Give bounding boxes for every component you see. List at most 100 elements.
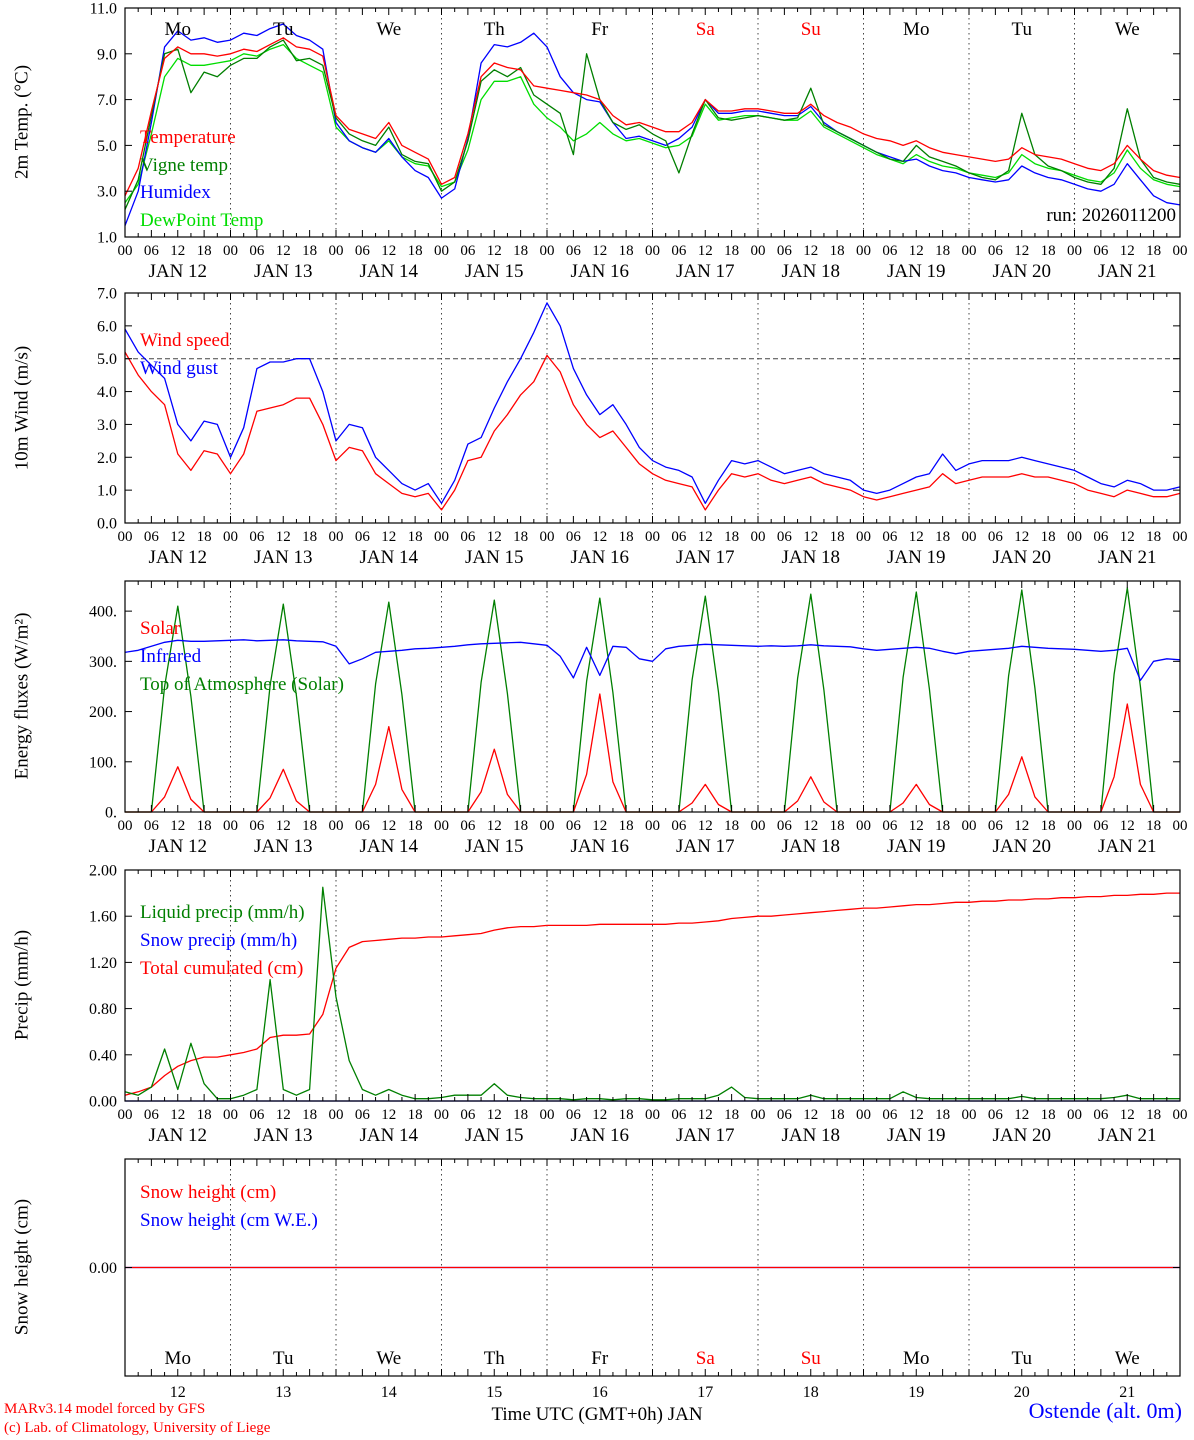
x-tick-label: 00: [329, 818, 344, 834]
y-tick-label: 7.0: [97, 92, 117, 109]
x-tick-label: 06: [988, 818, 1004, 834]
x-tick-label: 00: [540, 529, 555, 545]
x-tick-label: 18: [197, 818, 212, 834]
x-tick-label: 18: [513, 529, 528, 545]
legend-snow-precip: Snow precip (mm/h): [140, 930, 298, 951]
x-tick-label: 06: [566, 243, 582, 259]
x-tick-label: 06: [144, 529, 160, 545]
y-tick-label: 9.0: [97, 46, 117, 63]
x-tick-label: 06: [777, 1107, 793, 1123]
x-tick-label: 12: [592, 529, 607, 545]
x-tick-label: 06: [1093, 243, 1109, 259]
day-label: JAN 15: [465, 547, 524, 568]
series-wind-gust: [124, 302, 1181, 504]
x-tick-label: 00: [1067, 243, 1082, 259]
day-number-label: 21: [1119, 1384, 1135, 1401]
x-tick-label: 06: [777, 818, 793, 834]
legend-temperature: Temperature: [140, 127, 236, 148]
x-tick-label: 18: [1146, 1107, 1161, 1123]
x-tick-label: 06: [355, 243, 371, 259]
x-tick-label: 00: [1173, 243, 1188, 259]
x-tick-label: 12: [698, 529, 713, 545]
x-tick-label: 18: [408, 243, 423, 259]
x-tick-label: 00: [1067, 529, 1082, 545]
x-tick-label: 00: [645, 818, 660, 834]
y-tick-label: 0.0: [97, 516, 117, 533]
day-label: JAN 18: [781, 547, 840, 568]
x-tick-label: 06: [460, 818, 476, 834]
x-tick-label: 12: [276, 529, 291, 545]
weekday-label-top: Tu: [1012, 19, 1033, 40]
x-tick-label: 00: [645, 529, 660, 545]
day-label: JAN 18: [781, 261, 840, 282]
x-tick-label: 06: [460, 243, 476, 259]
x-tick-label: 06: [882, 1107, 898, 1123]
x-tick-label: 18: [619, 529, 634, 545]
x-tick-label: 00: [962, 1107, 977, 1123]
series-humidex: [124, 23, 1181, 226]
x-tick-label: 12: [1120, 529, 1135, 545]
x-tick-label: 06: [777, 529, 793, 545]
day-label: JAN 15: [465, 1125, 524, 1146]
x-tick-label: 18: [513, 818, 528, 834]
legend-dewpoint-temp: DewPoint Temp: [140, 210, 264, 231]
day-label: JAN 13: [254, 547, 313, 568]
x-tick-label: 18: [408, 818, 423, 834]
legend-wind-speed: Wind speed: [140, 330, 230, 351]
x-tick-label: 12: [803, 818, 818, 834]
day-number-label: 16: [592, 1384, 608, 1401]
x-tick-label: 00: [223, 529, 238, 545]
x-tick-label: 12: [170, 1107, 185, 1123]
x-tick-label: 06: [777, 243, 793, 259]
day-label: JAN 19: [887, 1125, 946, 1146]
legend-infrared: Infrared: [140, 646, 202, 667]
weekday-label-top: Tu: [273, 19, 294, 40]
x-tick-label: 06: [988, 1107, 1004, 1123]
y-axis-title-energy: Energy fluxes (W/m²): [11, 612, 33, 780]
x-tick-label: 12: [698, 818, 713, 834]
day-number-label: 18: [803, 1384, 819, 1401]
legend-snow-height: Snow height (cm): [140, 1182, 277, 1203]
x-tick-label: 06: [460, 529, 476, 545]
x-tick-label: 18: [830, 243, 845, 259]
x-tick-label: 06: [566, 529, 582, 545]
weekday-label-top: Mo: [165, 19, 191, 40]
x-tick-label: 06: [355, 818, 371, 834]
y-tick-label: 4.0: [97, 384, 117, 401]
x-tick-label: 00: [962, 818, 977, 834]
x-tick-label: 18: [935, 1107, 950, 1123]
x-tick-label: 06: [144, 1107, 160, 1123]
x-tick-label: 12: [276, 1107, 291, 1123]
weekday-label-bottom: Fr: [591, 1348, 609, 1369]
x-tick-label: 00: [1067, 1107, 1082, 1123]
day-label: JAN 16: [570, 1125, 629, 1146]
day-label: JAN 21: [1098, 836, 1157, 857]
day-label: JAN 15: [465, 836, 524, 857]
x-tick-label: 18: [302, 818, 317, 834]
footer-station-label: Ostende (alt. 0m): [1028, 1398, 1182, 1423]
x-tick-label: 06: [566, 1107, 582, 1123]
legend-total-cumulated: Total cumulated (cm): [140, 958, 304, 979]
x-tick-label: 12: [1014, 818, 1029, 834]
y-tick-label: 1.20: [89, 955, 117, 972]
x-tick-label: 00: [329, 243, 344, 259]
day-label: JAN 20: [992, 261, 1051, 282]
x-tick-label: 12: [1120, 243, 1135, 259]
x-tick-label: 00: [540, 243, 555, 259]
x-tick-label: 18: [830, 1107, 845, 1123]
x-tick-label: 12: [487, 529, 502, 545]
y-tick-label: 3.0: [97, 184, 117, 201]
x-tick-label: 00: [118, 818, 133, 834]
x-tick-label: 06: [671, 1107, 687, 1123]
x-tick-label: 00: [962, 529, 977, 545]
x-tick-label: 00: [223, 818, 238, 834]
day-label: JAN 21: [1098, 261, 1157, 282]
day-label: JAN 17: [676, 1125, 735, 1146]
x-tick-label: 18: [197, 243, 212, 259]
x-tick-label: 12: [909, 818, 924, 834]
x-tick-label: 06: [249, 243, 265, 259]
day-label: JAN 20: [992, 836, 1051, 857]
x-tick-label: 00: [118, 1107, 133, 1123]
x-tick-label: 12: [803, 1107, 818, 1123]
